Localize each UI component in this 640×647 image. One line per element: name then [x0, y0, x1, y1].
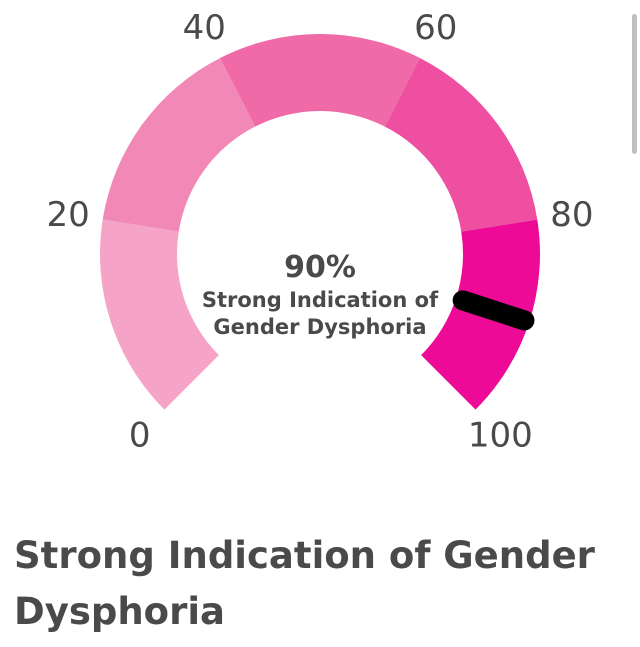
- gauge-needle: [452, 290, 535, 331]
- gauge-description-line-1: Strong Indication of: [202, 288, 439, 312]
- gauge-tick-label: 60: [414, 8, 457, 48]
- gauge-tick-label: 0: [129, 415, 151, 455]
- gauge-tick-label: 100: [468, 415, 533, 455]
- gauge-segment-40-60: [220, 34, 420, 127]
- gauge-segment-20-40: [102, 57, 256, 232]
- scrollbar[interactable]: [630, 0, 640, 160]
- gauge-chart: 0 20 40 60 80 100 90% Strong Indication of Ge…: [47, 8, 594, 456]
- gauge-description-line-2: Gender Dysphoria: [213, 315, 426, 339]
- gauge-tick-label: 40: [183, 8, 226, 48]
- gauge-value-text: 90%: [284, 250, 356, 285]
- gauge-tick-label: 80: [550, 195, 593, 235]
- gauge-segments: [100, 34, 540, 410]
- gauge-segment-0-20: [100, 219, 219, 410]
- gauge-tick-labels: 0 20 40 60 80 100: [47, 8, 594, 456]
- result-title: Strong Indication of Gender Dysphoria: [14, 534, 595, 633]
- gauge-segment-60-80: [384, 57, 538, 232]
- scrollbar-thumb[interactable]: [632, 14, 637, 154]
- gauge-tick-label: 20: [47, 195, 90, 235]
